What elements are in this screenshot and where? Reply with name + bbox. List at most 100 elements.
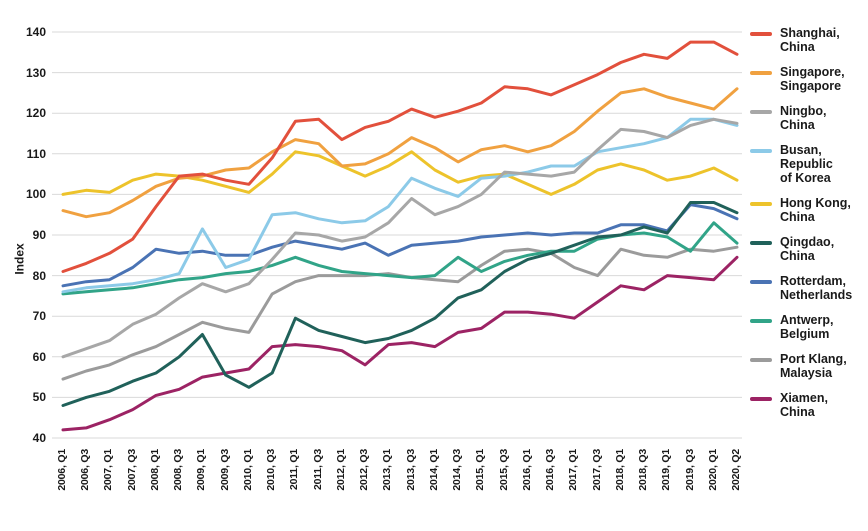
legend-swatch-rotterdam: [750, 280, 772, 284]
legend-label-xiamen: Xiamen, China: [780, 391, 828, 419]
x-tick-label: 2006, Q3: [79, 449, 92, 491]
x-tick-label: 2016, Q3: [544, 449, 557, 491]
x-tick-label: 2007, Q1: [102, 449, 115, 491]
y-tick-label-70: 70: [32, 309, 46, 324]
legend-item-ningbo: Ningbo, China: [750, 104, 852, 132]
x-tick-label: 2013, Q3: [404, 449, 417, 491]
x-tick-label: 2008, Q1: [148, 449, 161, 491]
series-line-ningbo: [61, 117, 739, 359]
legend-item-singapore: Singapore, Singapore: [750, 65, 852, 93]
legend-label-antwerp: Antwerp, Belgium: [780, 313, 833, 341]
legend-swatch-shanghai: [750, 32, 772, 36]
legend-label-shanghai: Shanghai, China: [780, 26, 840, 54]
legend-label-line: Malaysia: [780, 366, 833, 380]
legend-label-line: China: [780, 118, 815, 132]
x-tick-label: 2011, Q3: [311, 449, 324, 491]
legend-swatch-xiamen: [750, 397, 772, 401]
legend-label-rotterdam: Rotterdam, Netherlands: [780, 274, 852, 302]
legend-item-rotterdam: Rotterdam, Netherlands: [750, 274, 852, 302]
legend-swatch-qingdao: [750, 241, 772, 245]
legend-label-line: China: [780, 210, 815, 224]
legend-label-line: Rotterdam,: [780, 274, 846, 288]
x-tick-label: 2019, Q3: [683, 449, 696, 491]
legend-swatch-singapore: [750, 71, 772, 75]
series-line-shanghai: [61, 40, 739, 273]
series-line-qingdao: [61, 201, 739, 407]
legend-label-line: Busan,: [780, 143, 822, 157]
legend-item-antwerp: Antwerp, Belgium: [750, 313, 852, 341]
y-tick-label-40: 40: [32, 431, 46, 445]
legend-label-ningbo: Ningbo, China: [780, 104, 827, 132]
series-line-rotterdam: [61, 203, 739, 288]
legend-item-qingdao: Qingdao, China: [750, 235, 852, 263]
x-tick-label: 2009, Q1: [195, 449, 208, 491]
x-tick-label: 2008, Q3: [172, 449, 185, 491]
legend-label-line: China: [780, 405, 815, 419]
x-tick-label: 2015, Q3: [497, 449, 510, 491]
x-tick-label: 2014, Q3: [451, 449, 464, 491]
x-tick-label: 2018, Q3: [637, 449, 650, 491]
legend-label-line: Hong Kong,: [780, 196, 851, 210]
legend-label-line: China: [780, 40, 815, 54]
x-tick-label: 2016, Q1: [520, 449, 533, 491]
legend-label-line: Port Klang,: [780, 352, 847, 366]
y-tick-label-110: 110: [26, 146, 46, 161]
legend-label-line: Shanghai,: [780, 26, 840, 40]
x-tick-label: 2017, Q3: [590, 449, 603, 491]
y-tick-label-130: 130: [25, 65, 46, 80]
legend-label-line: Belgium: [780, 327, 830, 341]
legend-label-hongkong: Hong Kong, China: [780, 196, 851, 224]
y-tick-label-140: 140: [25, 25, 46, 39]
series-line-busan: [61, 117, 739, 294]
series-line-portklang: [61, 245, 739, 381]
legend-swatch-antwerp: [750, 319, 772, 323]
y-tick-label-120: 120: [25, 106, 46, 121]
legend-item-hongkong: Hong Kong, China: [750, 196, 852, 224]
y-tick-label-50: 50: [32, 390, 46, 405]
legend-label-busan: Busan, Republic of Korea: [780, 143, 833, 185]
legend-item-shanghai: Shanghai, China: [750, 26, 852, 54]
legend-label-line: of Korea: [780, 171, 831, 185]
legend-item-portklang: Port Klang, Malaysia: [750, 352, 852, 380]
y-tick-label-100: 100: [25, 187, 46, 202]
legend-label-line: Antwerp,: [780, 313, 834, 327]
series-line-xiamen: [61, 255, 739, 432]
y-tick-label-90: 90: [32, 228, 46, 242]
legend-label-line: Republic: [780, 157, 833, 171]
x-tick-label: 2009, Q3: [218, 449, 231, 491]
y-tick-label-60: 60: [32, 349, 46, 364]
x-tick-label: 2007, Q3: [125, 449, 138, 491]
x-tick-label: 2014, Q1: [427, 449, 440, 491]
x-tick-label: 2010, Q1: [241, 449, 254, 491]
x-tick-label: 2017, Q1: [567, 449, 580, 491]
legend-swatch-ningbo: [750, 110, 772, 114]
series-line-hongkong: [61, 150, 739, 196]
x-tick-label: 2006, Q1: [56, 449, 68, 491]
legend-label-qingdao: Qingdao, China: [780, 235, 834, 263]
x-tick-label: 2012, Q1: [334, 449, 347, 491]
legend: Shanghai, China Singapore, Singapore Ningbo,…: [750, 26, 852, 419]
legend-label-line: Xiamen,: [780, 391, 828, 405]
x-tick-label: 2018, Q1: [613, 449, 626, 491]
x-tick-label: 2010, Q3: [265, 449, 278, 491]
y-tick-label-80: 80: [32, 268, 46, 283]
x-tick-label: 2013, Q1: [381, 449, 394, 491]
legend-swatch-hongkong: [750, 202, 772, 206]
x-tick-label: 2012, Q3: [358, 449, 371, 491]
legend-label-singapore: Singapore, Singapore: [780, 65, 845, 93]
legend-label-line: China: [780, 249, 815, 263]
x-tick-label: 2020, Q2: [730, 449, 742, 491]
legend-label-portklang: Port Klang, Malaysia: [780, 352, 847, 380]
legend-label-line: Netherlands: [780, 288, 853, 302]
legend-swatch-busan: [750, 149, 772, 153]
legend-label-line: Qingdao,: [780, 235, 835, 249]
legend-item-xiamen: Xiamen, China: [750, 391, 852, 419]
x-tick-label: 2015, Q1: [474, 449, 487, 491]
x-tick-label: 2019, Q1: [660, 449, 673, 491]
x-tick-label: 2020, Q1: [706, 449, 719, 491]
legend-item-busan: Busan, Republic of Korea: [750, 143, 852, 185]
x-tick-label: 2011, Q1: [288, 449, 301, 491]
legend-swatch-portklang: [750, 358, 772, 362]
